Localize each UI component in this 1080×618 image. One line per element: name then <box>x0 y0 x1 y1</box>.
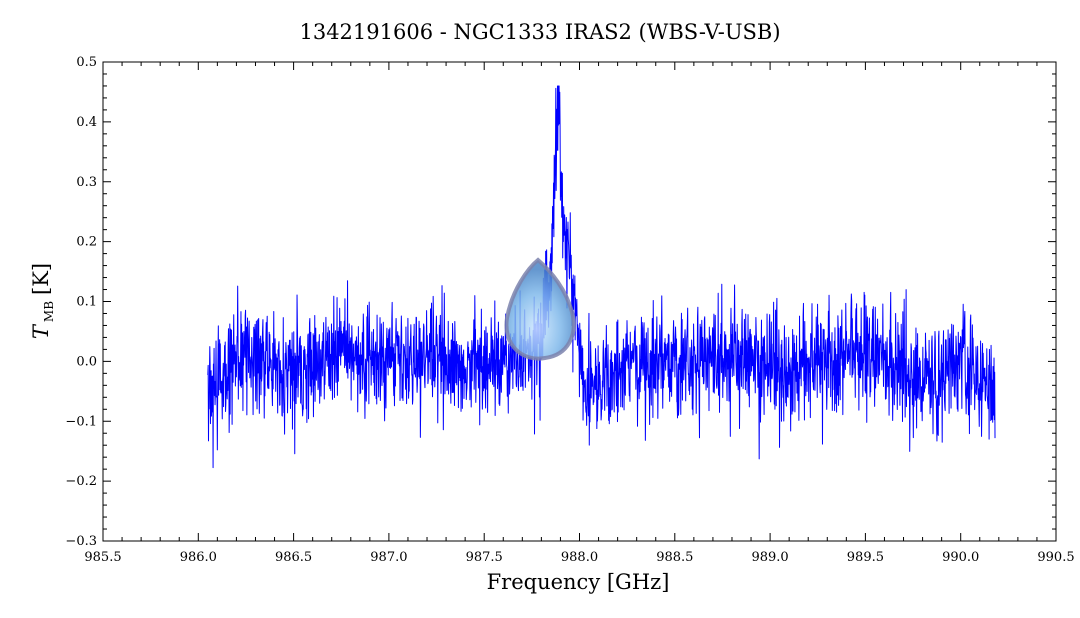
x-tick-label: 990.0 <box>942 550 979 565</box>
x-tick-labels: 985.5 986.0 986.5 987.0 987.5 988.0 988.5 989.0… <box>84 550 1074 565</box>
plot-frame <box>102 61 1057 542</box>
x-tick-label: 986.5 <box>275 550 312 565</box>
x-tick-label: 988.5 <box>656 550 693 565</box>
x-tick-label: 987.0 <box>370 550 407 565</box>
svg-text:TMB[K]: TMB [K] <box>29 263 56 339</box>
y-axis-label-subscript: MB <box>42 301 56 322</box>
x-tick-label: 989.5 <box>847 550 884 565</box>
y-tick-label: 0.0 <box>76 354 97 369</box>
series-line-spectrum <box>207 85 996 469</box>
x-tick-label: 987.5 <box>466 550 503 565</box>
y-tick-label: −0.3 <box>65 534 97 549</box>
x-tick-label: 989.0 <box>751 550 788 565</box>
y-axis-label-unit: [K] <box>29 263 53 295</box>
x-axis-label: Frequency [GHz] <box>487 570 670 594</box>
y-tick-label: −0.1 <box>65 414 97 429</box>
y-tick-label: −0.2 <box>65 474 97 489</box>
x-tick-label: 990.5 <box>1037 550 1074 565</box>
axis-ticks <box>102 61 1057 542</box>
x-tick-label: 988.0 <box>561 550 598 565</box>
y-axis-label: TMB [K] <box>29 263 56 339</box>
y-tick-labels: −0.3 −0.2 −0.1 0.0 0.1 0.2 0.3 0.4 0.5 <box>65 55 97 549</box>
droplet-cursor-icon <box>504 257 576 361</box>
x-tick-label: 985.5 <box>84 550 121 565</box>
y-tick-label: 0.2 <box>76 235 97 250</box>
y-tick-label: 0.4 <box>76 115 97 130</box>
x-tick-label: 986.0 <box>180 550 217 565</box>
y-tick-label: 0.1 <box>76 295 97 310</box>
chart-title: 1342191606 - NGC1333 IRAS2 (WBS-V-USB) <box>299 20 780 44</box>
y-tick-label: 0.5 <box>76 55 97 70</box>
y-axis-label-main: T <box>29 323 53 339</box>
y-tick-label: 0.3 <box>76 175 97 190</box>
